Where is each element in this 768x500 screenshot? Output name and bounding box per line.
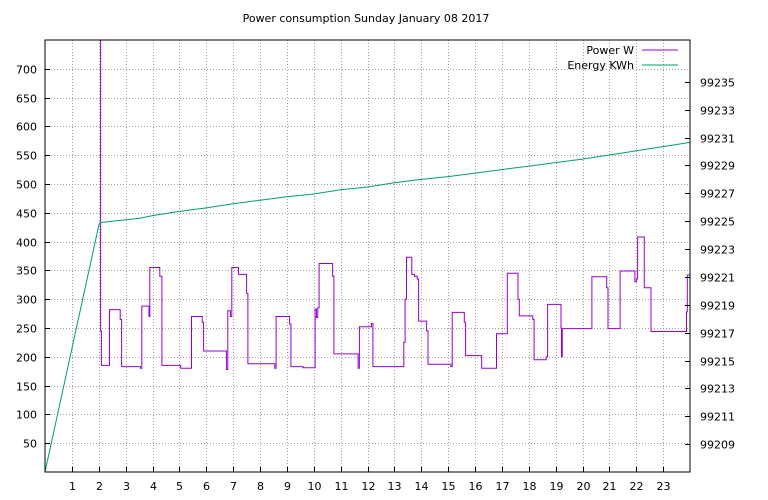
y-tick-label-left: 100 [16,409,37,422]
x-tick-label: 17 [496,480,510,493]
y-tick-label-left: 150 [16,381,37,394]
x-tick-label: 8 [257,480,264,493]
grid-lines [45,40,690,472]
y-tick-label-left: 700 [16,64,37,77]
y-tick-label-left: 550 [16,150,37,163]
legend-label: Energy KWh [567,59,634,72]
x-tick-label: 22 [630,480,644,493]
y-tick-label-right: 99221 [700,272,735,285]
y-tick-label-right: 99217 [700,328,735,341]
y-tick-label-left: 450 [16,208,37,221]
x-tick-label: 2 [96,480,103,493]
chart-title: Power consumption Sunday January 08 2017 [243,12,490,25]
x-tick-label: 11 [335,480,349,493]
x-tick-label: 20 [577,480,591,493]
x-tick-label: 19 [550,480,564,493]
y-tick-label-right: 99235 [700,77,735,90]
x-tick-label: 16 [469,480,483,493]
y-tick-label-left: 600 [16,121,37,134]
series-layer [44,39,691,473]
y-tick-label-left: 200 [16,352,37,365]
axis-layer: 50 100 150 200 250 300 350 400 450 500 550 600 650 70… [16,64,735,494]
y-tick-label-right: 99229 [700,160,735,173]
x-tick-label: 6 [203,480,210,493]
x-tick-label: 3 [123,480,130,493]
x-tick-label: 21 [603,480,617,493]
y-tick-label-right: 99219 [700,300,735,313]
x-tick-label: 5 [176,480,183,493]
x-tick-label: 4 [150,480,157,493]
y-tick-label-right: 99223 [700,244,735,257]
y-tick-label-right: 99225 [700,216,735,229]
x-tick-label: 12 [362,480,376,493]
x-tick-label: 7 [230,480,237,493]
y-tick-label-right: 99215 [700,356,735,369]
plot-frame [44,39,691,473]
y-tick-label-right: 99231 [700,133,735,146]
y-tick-label-right: 99213 [700,383,735,396]
y-tick-label-right: 99211 [700,411,735,424]
y-tick-label-left: 300 [16,294,37,307]
series-line-energy-kwh [44,141,691,473]
y-tick-label-right: 99209 [700,439,735,452]
y-tick-label-left: 350 [16,265,37,278]
y-tick-label-left: 50 [23,438,37,451]
y-tick-label-left: 500 [16,179,37,192]
y-tick-label-right: 99227 [700,188,735,201]
x-tick-label: 13 [388,480,402,493]
x-tick-label: 10 [308,480,322,493]
x-tick-label: 15 [442,480,456,493]
x-tick-label: 9 [284,480,291,493]
x-tick-label: 14 [415,480,429,493]
x-tick-label: 1 [69,480,76,493]
x-tick-label: 18 [523,480,537,493]
y-tick-label-left: 650 [16,93,37,106]
x-tick-label: 23 [657,480,671,493]
series-line-power-w [100,39,690,370]
y-tick-label-right: 99233 [700,105,735,118]
y-tick-label-left: 400 [16,237,37,250]
y-tick-label-left: 250 [16,323,37,336]
legend-label: Power W [586,44,634,57]
legend: Power W Energy KWh [567,44,678,72]
